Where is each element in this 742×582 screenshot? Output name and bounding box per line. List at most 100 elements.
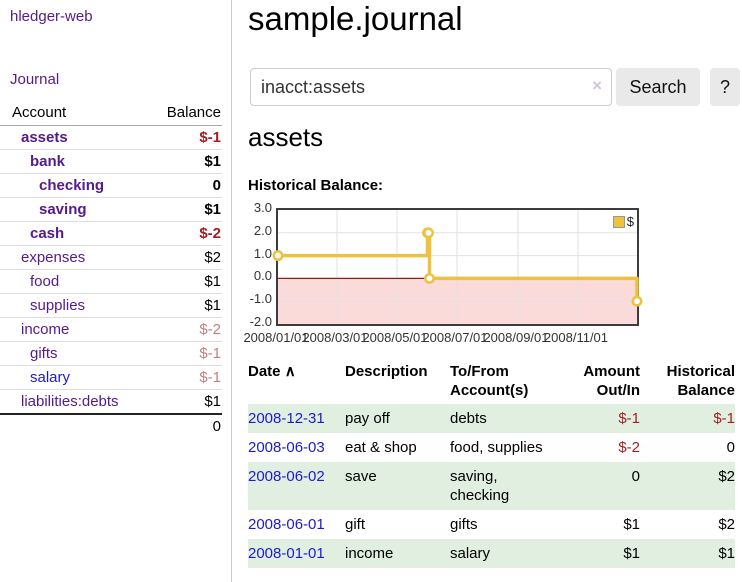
account-row-cash: cash $-2	[0, 221, 222, 246]
account-link-income[interactable]: income	[21, 321, 70, 338]
account-link-expenses[interactable]: expenses	[21, 249, 86, 266]
historical-balance-chart: 3.0 2.0 1.0 0.0 -1.0 -2.0 $ 2008/01/01 2008/03…	[243, 200, 742, 355]
transaction-date-link[interactable]: 2008-06-02	[248, 468, 325, 485]
date-column-header[interactable]: Date ∧	[248, 363, 296, 380]
sidebar: hledger-web Journal Account Balance asse…	[0, 0, 232, 582]
account-balance: $-1	[151, 341, 222, 366]
accounts-total-balance: 0	[151, 413, 222, 438]
register-row: 2008-12-31 pay off debts $-1 $-1	[248, 404, 735, 433]
legend-label: $	[626, 214, 634, 229]
chart-plot-area[interactable]: $	[272, 208, 643, 326]
search-box: ×	[250, 68, 612, 106]
transaction-amount: $-2	[618, 439, 640, 456]
account-row-gifts: gifts $-1	[0, 341, 222, 366]
transaction-accounts: debts	[450, 410, 487, 427]
y-axis-tick-label: 2.0	[253, 222, 272, 238]
account-balance: $1	[151, 197, 222, 222]
accounts-header-row: Account Balance	[0, 102, 222, 126]
x-axis-tick-label: 2008/07/01	[422, 330, 488, 345]
y-axis-tick-label: 3.0	[253, 200, 272, 215]
register-table: Date ∧ Description To/From Account(s) Am…	[248, 362, 735, 568]
account-row-food: food $1	[0, 269, 222, 294]
legend-swatch-icon	[612, 215, 625, 228]
transaction-date-link[interactable]: 2008-12-31	[248, 410, 325, 427]
y-axis-tick-label: 0.0	[253, 268, 272, 284]
account-heading: assets	[248, 122, 324, 152]
y-axis-tick-label: 1.0	[253, 245, 272, 261]
transaction-date-link[interactable]: 2008-06-03	[248, 439, 325, 456]
clear-search-icon[interactable]: ×	[592, 76, 602, 95]
x-axis-tick-label: 2008/05/01	[362, 330, 428, 345]
accounts-total-row: 0	[0, 413, 222, 438]
chart-title: Historical Balance:	[248, 177, 384, 194]
transaction-accounts: saving, checking	[450, 468, 510, 504]
account-link-supplies[interactable]: supplies	[30, 297, 86, 314]
account-link-checking[interactable]: checking	[39, 177, 105, 194]
transaction-description: eat & shop	[345, 439, 417, 456]
sidebar-item-journal[interactable]: Journal	[10, 71, 60, 88]
transaction-description: pay off	[345, 410, 390, 427]
transaction-date-link[interactable]: 2008-01-01	[248, 545, 325, 562]
balance-line-plot[interactable]	[272, 210, 643, 324]
register-row: 2008-06-03 eat & shop food, supplies $-2…	[248, 433, 735, 462]
transaction-amount: $1	[623, 545, 640, 562]
transaction-description: save	[345, 468, 377, 485]
x-axis-tick-label: 2008/03/01	[302, 330, 368, 345]
sort-ascending-icon: ∧	[284, 363, 296, 380]
register-row: 2008-06-01 gift gifts $1 $2	[248, 510, 735, 539]
transaction-date-link[interactable]: 2008-06-01	[248, 516, 325, 533]
account-balance: $1	[151, 293, 222, 318]
balance-column-header: Historical Balance	[666, 363, 735, 399]
account-balance: $2	[151, 245, 222, 270]
transaction-amount: 0	[631, 468, 640, 485]
chart-legend: $	[612, 214, 634, 229]
account-link-food[interactable]: food	[30, 273, 60, 290]
search-bar: × Search ?	[248, 68, 742, 106]
account-link-assets[interactable]: assets	[21, 129, 68, 146]
account-row-assets: assets $-1	[0, 125, 222, 150]
account-row-liabilities-debts: liabilities:debts $1	[0, 389, 222, 415]
search-button[interactable]: Search	[616, 68, 700, 106]
app-title-link[interactable]: hledger-web	[10, 8, 93, 25]
transaction-accounts: salary	[450, 545, 491, 562]
accounts-column-header: To/From Account(s)	[450, 363, 529, 399]
register-header-row: Date ∧ Description To/From Account(s) Am…	[248, 362, 735, 404]
transaction-balance: $2	[718, 468, 735, 485]
register-row: 2008-06-02 save saving, checking 0 $2	[248, 462, 735, 510]
account-link-salary[interactable]: salary	[30, 369, 71, 386]
account-column-header: Account	[0, 102, 152, 126]
transaction-balance: $1	[718, 545, 735, 562]
transaction-description: gift	[345, 516, 366, 533]
account-link-bank[interactable]: bank	[30, 153, 66, 170]
register-row: 2008-01-01 income salary $1 $1	[248, 539, 735, 568]
account-balance: $-2	[151, 317, 222, 342]
account-link-cash[interactable]: cash	[30, 225, 65, 242]
search-input[interactable]	[250, 68, 612, 106]
transaction-amount: $1	[623, 516, 640, 533]
account-row-expenses: expenses $2	[0, 245, 222, 270]
account-link-gifts[interactable]: gifts	[30, 345, 58, 362]
y-axis-tick-label: -1.0	[249, 291, 272, 307]
account-balance: $1	[151, 269, 222, 294]
account-balance: $-2	[151, 221, 222, 246]
description-column-header: Description	[345, 363, 428, 380]
transaction-balance: $2	[718, 516, 735, 533]
account-link-liabilities-debts[interactable]: liabilities:debts	[21, 393, 119, 410]
account-balance: $1	[151, 389, 222, 415]
account-row-checking: checking 0	[0, 173, 222, 198]
account-balance: $1	[151, 149, 222, 174]
account-row-saving: saving $1	[0, 197, 222, 222]
x-axis-tick-label: 2008/11/01	[543, 330, 609, 345]
amount-column-header: Amount Out/In	[583, 363, 640, 399]
help-button[interactable]: ?	[710, 68, 740, 106]
page-title: sample.journal	[248, 0, 463, 37]
account-row-salary: salary $-1	[0, 365, 222, 390]
account-balance: $-1	[151, 365, 222, 390]
balance-column-header: Balance	[151, 102, 222, 126]
account-row-supplies: supplies $1	[0, 293, 222, 318]
transaction-amount: $-1	[618, 410, 640, 427]
account-link-saving[interactable]: saving	[39, 201, 87, 218]
transaction-balance: $-1	[713, 410, 735, 427]
main-content: sample.journal × Search ? assets Histori…	[243, 0, 742, 582]
